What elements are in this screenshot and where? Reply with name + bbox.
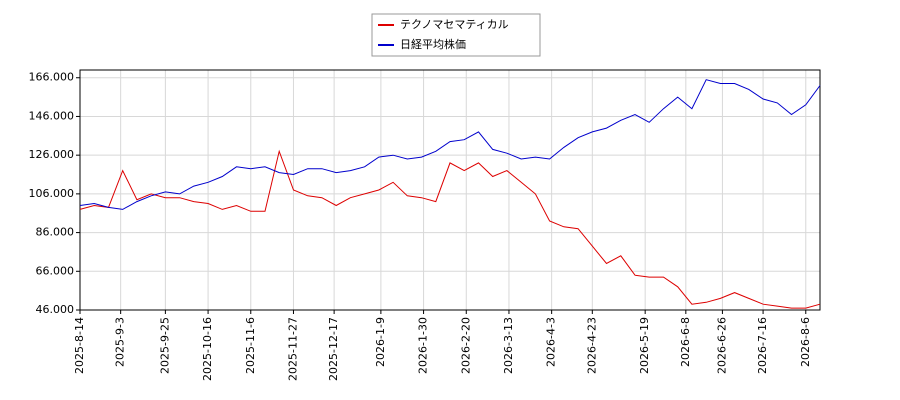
x-tick-label: 2026-2-20 (459, 317, 472, 374)
x-tick-label: 2025-11-6 (244, 317, 257, 374)
series-line (79, 149, 821, 309)
series-line (79, 79, 821, 210)
y-tick-label: 126.000 (29, 148, 75, 161)
legend-box (371, 13, 541, 57)
x-tick-label: 2026-4-23 (585, 317, 598, 374)
y-tick-label: 166.000 (29, 71, 75, 84)
x-tick-label: 2026-4-3 (545, 317, 558, 367)
plot-frame (79, 69, 821, 311)
y-tick-label: 106.000 (29, 187, 75, 200)
x-tick-label: 2025-10-16 (201, 317, 214, 381)
y-tick-label: 46.000 (36, 303, 75, 316)
y-tick-label: 66.000 (36, 264, 75, 277)
y-tick-label: 146.000 (29, 109, 75, 122)
y-tick-label: 86.000 (36, 226, 75, 239)
x-tick-label: 2026-1-30 (417, 317, 430, 374)
x-tick-label: 2026-6-8 (679, 317, 692, 367)
x-tick-label: 2026-6-26 (715, 317, 728, 374)
x-tick-label: 2025-9-3 (114, 317, 127, 367)
x-tick-label: 2026-7-16 (756, 317, 769, 374)
x-tick-label: 2025-11-27 (286, 317, 299, 381)
x-tick-label: 2026-3-13 (502, 317, 515, 374)
legend-label: テクノマセマティカル (400, 18, 509, 31)
x-tick-label: 2026-8-6 (799, 317, 812, 367)
legend-label: 日経平均株価 (400, 37, 466, 51)
x-tick-label: 2025-8-14 (73, 317, 86, 374)
x-tick-label: 2025-9-25 (158, 317, 171, 374)
x-tick-label: 2026-1-9 (374, 317, 387, 367)
x-tick-label: 2026-5-19 (638, 317, 651, 374)
x-tick-label: 2025-12-17 (327, 317, 340, 381)
